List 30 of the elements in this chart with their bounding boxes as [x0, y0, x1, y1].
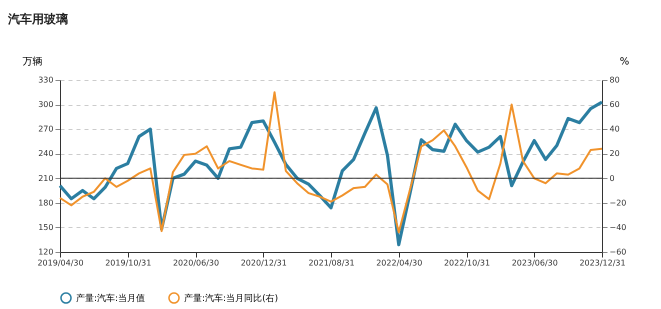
x-tick-label: 2019/04/30 [37, 258, 84, 268]
y2-tick-label: 80 [610, 76, 620, 84]
x-tick-label: 2023/12/31 [579, 258, 626, 268]
x-tick-label: 2019/10/31 [105, 258, 152, 268]
y-tick-label: 240 [38, 149, 54, 158]
y-tick-label: 210 [38, 174, 54, 183]
y-tick-label: 150 [38, 222, 54, 232]
chart-title: 汽车用玻璃 [7, 12, 68, 26]
x-tick-label: 2022/04/30 [376, 258, 422, 268]
y2-tick-label: 20 [610, 149, 620, 158]
x-tick-label: 2020/12/31 [240, 258, 287, 268]
y2-tick-label: −60 [610, 248, 626, 256]
legend-label: 产量:汽车:当月同比(右) [184, 293, 278, 304]
x-tick-label: 2022/10/31 [444, 258, 490, 268]
y-tick-label: 330 [38, 76, 54, 84]
y2-tick-label: 40 [610, 124, 620, 134]
y2-tick-label: 60 [610, 100, 620, 110]
y-tick-label: 300 [38, 100, 54, 110]
y2-tick-label: −40 [610, 222, 626, 232]
y2-tick-label: 0 [610, 174, 615, 183]
x-tick-label: 2020/06/30 [172, 258, 220, 268]
y2-axis-title: % [620, 56, 630, 68]
y-tick-label: 180 [38, 198, 54, 208]
y-axis-title: 万辆 [22, 56, 42, 68]
x-tick-label: 2021/08/31 [308, 258, 355, 268]
legend-label: 产量:汽车:当月值 [76, 293, 146, 304]
y-tick-label: 270 [38, 124, 54, 134]
y2-tick-label: −20 [610, 198, 626, 208]
y-tick-label: 120 [38, 248, 54, 256]
x-tick-label: 2023/06/30 [512, 258, 558, 268]
